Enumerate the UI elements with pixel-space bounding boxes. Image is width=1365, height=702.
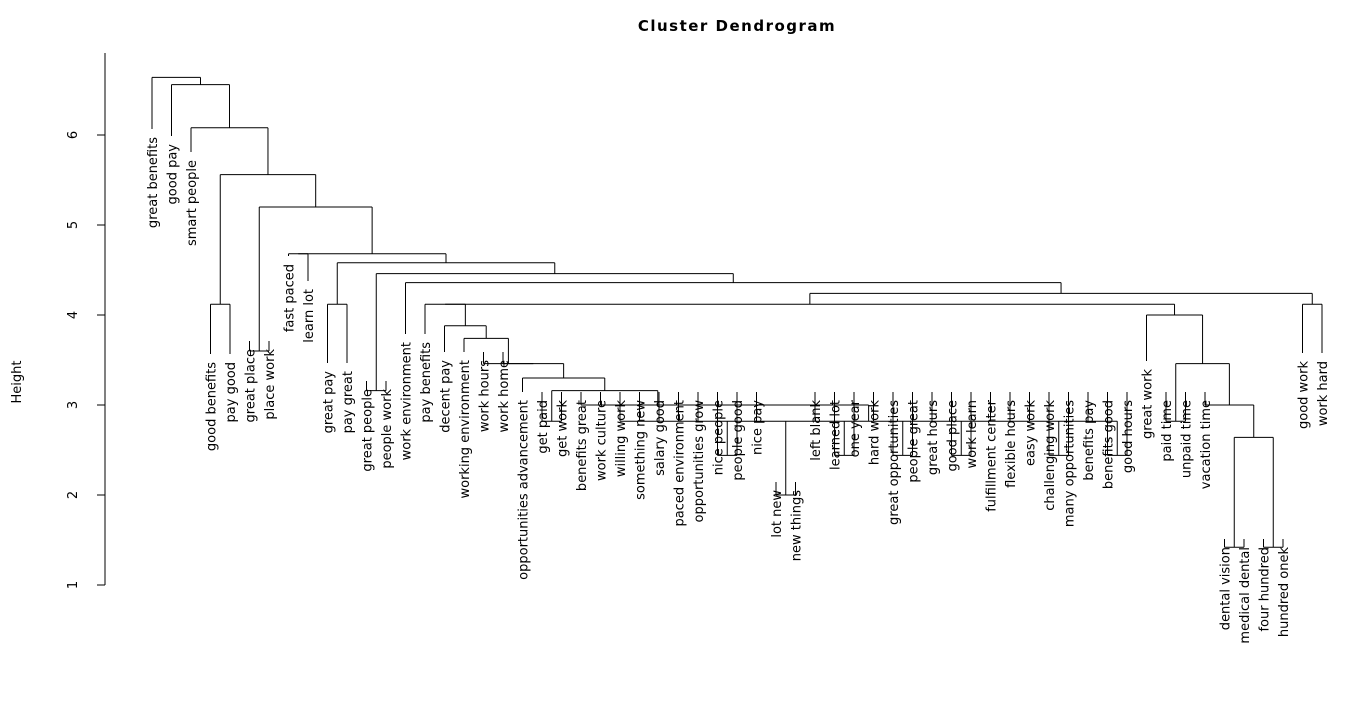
leaf-label: learn lot (302, 289, 317, 343)
leaf-label: easy work (1024, 400, 1039, 466)
leaf-label: vacation time (1199, 400, 1214, 489)
leaf-label: good hours (1121, 400, 1136, 473)
leaf-label: work environment (400, 342, 415, 460)
y-tick-label: 6 (66, 131, 81, 139)
leaf-label: dental vision (1219, 547, 1234, 630)
leaf-label: good place (946, 400, 961, 472)
leaf-label: work culture (595, 400, 610, 481)
chart-title: Cluster Dendrogram (638, 17, 836, 35)
leaf-label: get work (556, 400, 571, 457)
leaf-label: benefits pay (1082, 400, 1097, 481)
leaf-label: medical dental (1238, 547, 1253, 644)
leaf-label: many opportunities (1063, 400, 1078, 527)
leaf-label: fulfillment center (985, 399, 1000, 511)
y-axis-label: Height (10, 361, 25, 404)
y-tick-label: 4 (66, 311, 81, 319)
leaf-label: great work (1141, 369, 1156, 439)
leaf-label: left blank (809, 400, 824, 461)
leaf-label: work hours (478, 360, 493, 432)
leaf-label: nice people (712, 400, 727, 475)
y-tick-label: 1 (66, 581, 81, 589)
leaf-label: learned lot (829, 400, 844, 470)
leaf-label: work home (497, 360, 512, 432)
leaf-label: people work (380, 389, 395, 469)
leaf-label: one year (848, 399, 863, 457)
y-tick-label: 5 (66, 221, 81, 229)
leaf-label: great place (244, 349, 259, 422)
leaf-label: work learn (965, 400, 980, 469)
leaf-label: nice pay (751, 400, 766, 455)
leaf-label: great people (361, 389, 376, 472)
leaf-label: unpaid time (1180, 400, 1195, 478)
leaf-label: great pay (322, 371, 337, 434)
y-tick-label: 2 (66, 491, 81, 499)
leaf-label: good work (1297, 361, 1312, 429)
leaf-label: smart people (185, 160, 200, 246)
leaf-labels: great benefits good pay smart people good b… (146, 137, 1331, 644)
leaf-label: fast paced (283, 264, 298, 332)
leaf-label: pay great (341, 371, 356, 433)
leaf-label: work hard (1316, 361, 1331, 426)
leaf-label: four hundred (1258, 547, 1273, 632)
leaf-label: hundred onek (1277, 547, 1292, 638)
leaf-label: get paid (536, 400, 551, 454)
leaf-label: challenging work (1043, 400, 1058, 511)
leaf-label: flexible hours (1004, 400, 1019, 488)
y-tick-label: 3 (66, 401, 81, 409)
leaf-label: new things (790, 490, 805, 561)
leaf-label: paid time (1160, 400, 1175, 462)
leaf-label: great opportunities (887, 400, 902, 525)
leaf-label: paced environment (673, 400, 688, 527)
leaf-label: salary good (653, 400, 668, 476)
leaf-label: opportunities grow (692, 400, 707, 523)
leaf-label: pay good (224, 362, 239, 422)
leaf-label: great hours (926, 400, 941, 475)
leaf-label: place work (263, 349, 278, 420)
leaf-label: hard work (868, 400, 883, 466)
leaf-label: willing work (614, 400, 629, 478)
dendrogram-tree (151, 76, 1323, 548)
leaf-label: lot new (770, 490, 785, 538)
leaf-label: people great (907, 400, 922, 483)
leaf-label: pay benefits (419, 342, 434, 423)
leaf-label: something new (634, 400, 649, 500)
y-axis: 1 2 3 4 5 6 (66, 53, 106, 589)
leaf-label: benefits great (575, 400, 590, 491)
leaf-label: opportunities advancement (517, 400, 532, 580)
leaf-label: good pay (166, 144, 181, 205)
leaf-label: working environment (458, 360, 473, 499)
leaf-label: decent pay (439, 360, 454, 433)
leaf-label: people good (731, 400, 746, 481)
leaf-label: good benefits (205, 362, 220, 451)
leaf-label: benefits good (1102, 400, 1117, 489)
leaf-label: great benefits (146, 137, 161, 228)
